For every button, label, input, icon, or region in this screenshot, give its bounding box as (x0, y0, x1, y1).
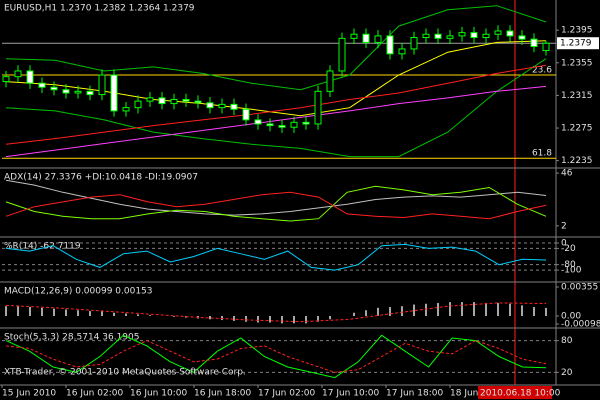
y-tick-label: 1.2235 (561, 156, 593, 166)
series-line (5, 334, 547, 379)
y-tick-label: -100 (561, 266, 582, 276)
candle-body (206, 102, 214, 109)
series-line (5, 185, 547, 222)
series-line (5, 179, 547, 216)
panel-title: Stoch(5,3,3) 28.5714 36.1905 (4, 333, 139, 343)
x-tick-label: 16 Jun 10:00 (130, 389, 187, 399)
series-line (5, 5, 547, 91)
candle-body (302, 121, 310, 125)
candle-body (350, 33, 358, 39)
candle-body (50, 86, 58, 91)
series-line (5, 302, 547, 323)
series-line (5, 85, 547, 158)
candle-body (170, 98, 178, 105)
y-tick-label: 0.00355 (561, 283, 598, 293)
series-line (5, 340, 547, 373)
y-tick-label: 1.2315 (561, 91, 593, 101)
candle-body (242, 108, 250, 121)
candle-body (110, 74, 118, 112)
y-tick-label: 0 (561, 239, 567, 249)
candle-body (194, 100, 202, 104)
y-tick-label: -20 (561, 244, 576, 254)
panel-title: MACD(12,26,9) 0.00099 0.00153 (4, 287, 153, 297)
fib-label: 23.6 (532, 66, 552, 76)
candle-body (434, 33, 442, 39)
y-tick-label: 46 (561, 169, 573, 179)
candle-body (326, 70, 334, 92)
candle-body (158, 97, 166, 105)
candle-body (458, 32, 466, 37)
candle-body (338, 37, 346, 72)
candle-body (254, 119, 262, 125)
candle-body (38, 82, 46, 88)
candle-body (146, 97, 154, 102)
x-tick-label: 17 Jun 18:00 (386, 389, 443, 399)
x-tick-label: 15 Jun 2010 (2, 389, 56, 399)
candle-body (530, 38, 538, 47)
series-line (5, 243, 547, 271)
candle-body (266, 123, 274, 127)
candle-body (362, 33, 370, 43)
candle-body (446, 35, 454, 39)
series-line (5, 58, 547, 158)
y-tick-label: 1.2275 (561, 124, 593, 134)
y-tick-label: -0.00098 (561, 319, 600, 329)
y-tick-label: 80 (561, 336, 573, 346)
candle-body (14, 70, 22, 78)
y-tick-label: 0.00 (561, 311, 581, 321)
y-tick-label: 1.2355 (561, 58, 593, 68)
y-tick-label: 20 (561, 368, 573, 378)
y-tick-label: 1.2395 (561, 26, 593, 36)
candle-body (278, 125, 286, 128)
candle-body (2, 76, 10, 83)
x-tick-label: 16 Jun 02:00 (66, 389, 123, 399)
candle-body (470, 32, 478, 39)
series-line (5, 191, 547, 220)
candle-body (398, 48, 406, 55)
candle-body (422, 33, 430, 39)
series-line (5, 40, 547, 117)
candle-body (182, 98, 190, 102)
candle-body (314, 90, 322, 125)
chart-title: EURUSD,H1 1.2370 1.2382 1.2364 1.2379 (4, 4, 195, 14)
candle-body (386, 35, 394, 55)
candle-body (410, 37, 418, 50)
candle-body (122, 107, 130, 112)
copyright: XTB-Trader, © 2001-2010 MetaQuotes Softw… (4, 368, 246, 378)
cursor-label-box (478, 386, 552, 399)
candle-body (518, 35, 526, 40)
candle-body (134, 100, 142, 109)
series-line (5, 64, 547, 145)
current-price-label: 1.2379 (560, 39, 592, 49)
y-tick-label: 2 (561, 221, 567, 231)
candle-body (230, 103, 238, 110)
candle-body (98, 74, 106, 96)
candle-body (62, 89, 70, 94)
fib-label: 61.8 (532, 149, 552, 159)
candle-body (482, 33, 490, 39)
cursor-label: 2010.06.18 10:00 (480, 389, 561, 399)
candle-body (290, 121, 298, 128)
candle-body (74, 90, 82, 94)
panel-title: ADX(14) 27.3376 +DI:10.0418 -DI:19.0907 (4, 173, 198, 183)
candle-body (26, 70, 34, 84)
panel-title: %R(14) -62.7119 (4, 242, 81, 252)
x-tick-label: 16 Jun 18:00 (194, 389, 251, 399)
candle-body (374, 35, 382, 43)
current-price-box (557, 37, 599, 50)
candle-body (218, 103, 226, 109)
y-tick-label: -80 (561, 260, 576, 270)
x-tick-label: 17 Jun 02:00 (258, 389, 315, 399)
candle-body (542, 42, 550, 52)
candle-body (494, 30, 502, 35)
candle-body (506, 30, 514, 37)
x-tick-label: 17 Jun 10:00 (322, 389, 379, 399)
candle-body (86, 90, 94, 96)
